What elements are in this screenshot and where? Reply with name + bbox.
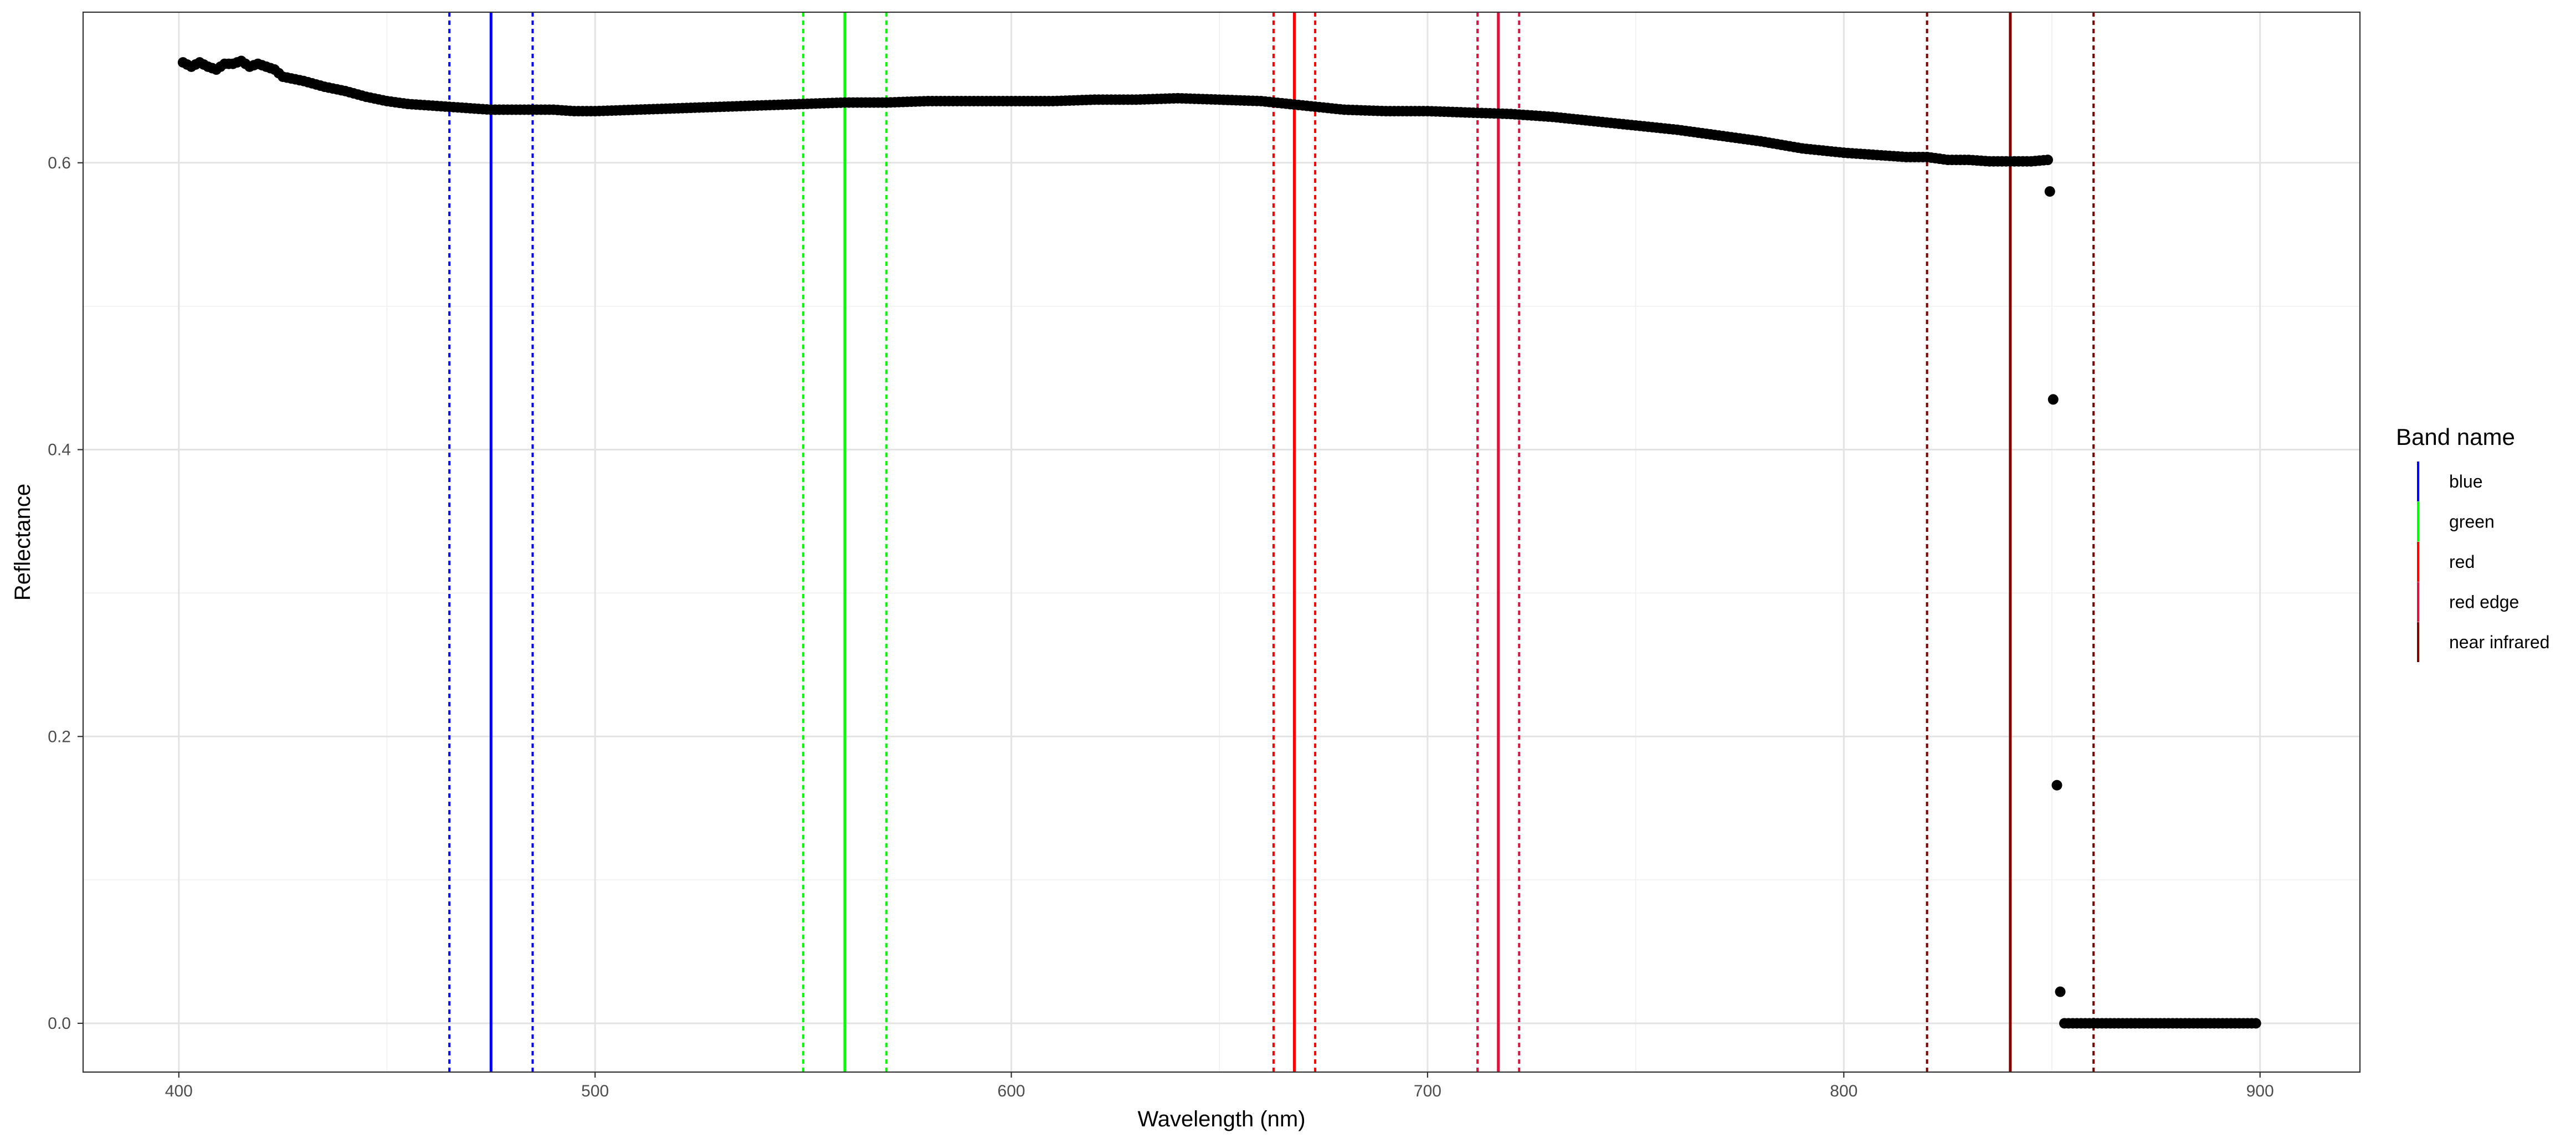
band-lines [448,12,2095,1072]
spectrum-point [2051,780,2062,791]
panel-border [82,11,2361,1073]
y-tick-label: 0.4 [48,441,71,459]
major-gridlines [83,12,2360,1072]
legend-label-green: green [2449,512,2495,532]
panel-background [83,12,2360,1072]
legend-label-red-edge: red edge [2449,592,2519,612]
spectrum-point [2250,1018,2261,1029]
spectrum-point [2055,986,2066,997]
legend-title: Band name [2396,424,2515,450]
y-tick-label: 0.2 [48,727,71,746]
spectrum-point [2042,155,2053,166]
legend-label-near-infrared: near infrared [2449,632,2549,652]
plot-panel [82,11,2361,1073]
legend: Band name blue green red red edge near infra… [2396,424,2549,662]
x-tick-label: 800 [1830,1082,1857,1100]
spectrum-points [177,55,2261,1029]
y-tick-label: 0.6 [48,154,71,172]
x-axis: 400 500 600 700 800 900 [165,1072,2274,1100]
x-tick-label: 500 [581,1082,609,1100]
legend-label-blue: blue [2449,471,2483,491]
spectrum-point [2044,186,2055,197]
y-axis: 0.0 0.2 0.4 0.6 [48,154,83,1033]
spectrum-point [2048,394,2059,405]
x-tick-label: 900 [2246,1082,2274,1100]
x-tick-label: 400 [165,1082,193,1100]
x-tick-label: 600 [998,1082,1025,1100]
x-axis-title: Wavelength (nm) [1137,1107,1305,1131]
x-tick-label: 700 [1414,1082,1441,1100]
minor-gridlines [83,12,2360,1072]
y-tick-label: 0.0 [48,1014,71,1033]
legend-label-red: red [2449,552,2475,572]
y-axis-title: Reflectance [11,484,35,601]
legend-items: blue green red red edge near infrared [2417,462,2549,662]
